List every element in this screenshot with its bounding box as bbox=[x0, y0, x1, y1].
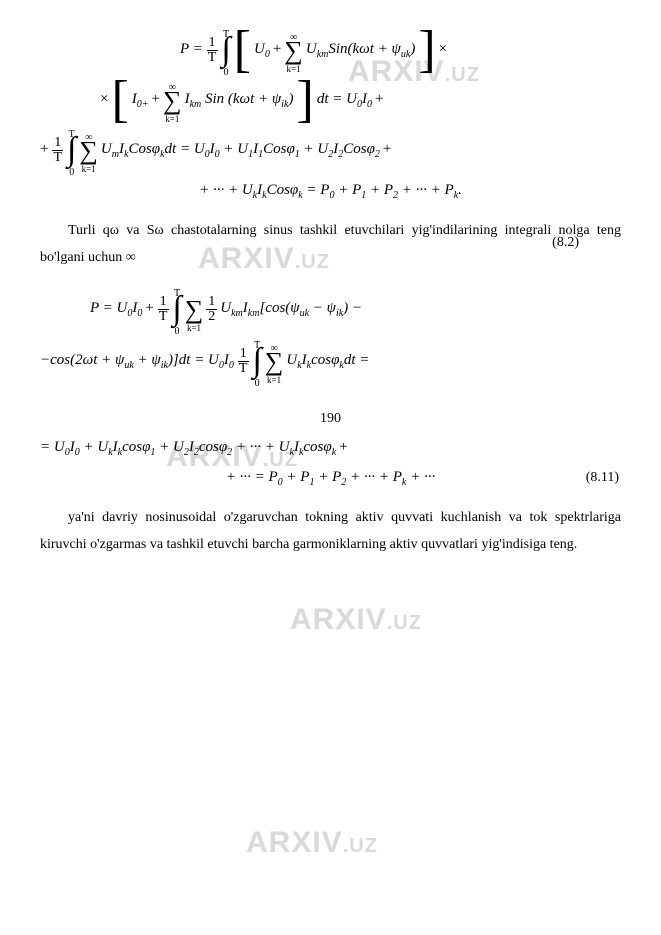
equation-b-row4: + ··· = P0 + P1 + P2 + ··· + Pk + ··· (8… bbox=[40, 465, 621, 491]
sum-icon: ∞ ∑ k=1 bbox=[163, 79, 182, 122]
sum-lower: k=1 bbox=[165, 112, 179, 122]
int-symbol: ∫ bbox=[221, 36, 230, 64]
frac-num: 1 bbox=[52, 136, 63, 151]
frac-den: T bbox=[157, 310, 170, 324]
eq-text: + bbox=[152, 87, 160, 113]
eq-text: UkmIkm[cos(ψuk − ψik) − bbox=[220, 296, 362, 322]
frac-num: 1 bbox=[238, 347, 249, 362]
int-lower: 0 bbox=[223, 64, 228, 74]
equation-number-b: (8.11) bbox=[586, 466, 619, 490]
watermark: ARXIV.UZ bbox=[290, 603, 422, 637]
bracket-left-icon: [ bbox=[234, 28, 251, 72]
eq-text: I0+ bbox=[132, 87, 149, 113]
bracket-right-icon: ] bbox=[296, 78, 313, 122]
bracket-left-icon: [ bbox=[111, 78, 128, 122]
sum-symbol: ∑ bbox=[185, 299, 204, 321]
paragraph-2: ya'ni davriy nosinusoidal o'zgaruvchan t… bbox=[40, 505, 621, 558]
eq-text: = U0I0 + UkIkcosφ1 + U2I2cosφ2 + ··· + U… bbox=[40, 435, 336, 461]
equation-b-row1: P = U0I0 + 1 T T ∫ 0 ∑ k=1 1 2 UkmIkm[co… bbox=[40, 285, 621, 333]
sum-lower: k=1 bbox=[187, 321, 201, 331]
paragraph-1: Turli qω va Sω chastotalarning sinus tas… bbox=[40, 218, 621, 271]
sum-icon: ∞ ∑ k=1 bbox=[265, 340, 284, 383]
sum-lower: k=1 bbox=[267, 373, 281, 383]
eq-text: + bbox=[339, 435, 347, 461]
eq-text: + ··· + UkIkCosφk = P0 + P1 + P2 + ··· +… bbox=[199, 178, 462, 204]
eq-text: + bbox=[40, 137, 48, 163]
bracket-right-icon: ] bbox=[418, 28, 435, 72]
watermark: ARXIV.UZ bbox=[246, 826, 378, 860]
equation-a-row3: + 1 T T ∫ 0 ∞ ∑ k=1 UmIkCosφkdt = U0I0 +… bbox=[40, 126, 621, 174]
sum-icon: ∞ ∑ k=1 bbox=[284, 29, 303, 72]
equation-a-row1: P = 1 T T ∫ 0 [ U0 + ∞ ∑ k=1 UkmSin(kωt … bbox=[40, 26, 621, 74]
eq-text: U0 bbox=[254, 37, 270, 63]
equation-b-row3: = U0I0 + UkIkcosφ1 + U2I2cosφ2 + ··· + U… bbox=[40, 435, 621, 461]
eq-text: UkIkcosφkdt = bbox=[286, 348, 369, 374]
watermark-suffix: .UZ bbox=[387, 612, 422, 634]
watermark-main: ARXIV bbox=[290, 603, 387, 636]
equation-block-a: P = 1 T T ∫ 0 [ U0 + ∞ ∑ k=1 UkmSin(kωt … bbox=[40, 26, 621, 204]
sum-symbol: ∑ bbox=[79, 140, 98, 162]
sum-symbol: ∑ bbox=[265, 351, 284, 373]
fraction: 1 T bbox=[206, 36, 219, 65]
sum-symbol: ∑ bbox=[284, 40, 303, 62]
watermark-main: ARXIV bbox=[246, 826, 343, 859]
integral-icon: T ∫ 0 bbox=[67, 126, 76, 174]
fraction-half: 1 2 bbox=[206, 295, 217, 324]
frac-num: 1 bbox=[207, 36, 218, 51]
int-symbol: ∫ bbox=[172, 295, 181, 323]
eq-text: P = U0I0 bbox=[90, 296, 142, 322]
eq-text: + bbox=[145, 296, 153, 322]
eq-text: + bbox=[273, 37, 281, 63]
frac-num: 1 bbox=[158, 295, 169, 310]
watermark-suffix: .UZ bbox=[343, 835, 378, 857]
integral-icon: T ∫ 0 bbox=[252, 337, 261, 385]
frac-den: T bbox=[206, 51, 219, 65]
fraction: 1 T bbox=[51, 136, 64, 165]
eq-text: dt = U0I0 bbox=[317, 87, 372, 113]
eq-text: + bbox=[375, 87, 383, 113]
fraction: 1 T bbox=[237, 347, 250, 376]
frac-den: 2 bbox=[206, 310, 217, 324]
equation-block-b: P = U0I0 + 1 T T ∫ 0 ∑ k=1 1 2 UkmIkm[co… bbox=[40, 285, 621, 491]
eq-text: UkmSin(kωt + ψuk) bbox=[306, 37, 416, 63]
page-number: 190 bbox=[40, 407, 621, 431]
eq-text: + bbox=[383, 137, 391, 163]
sum-icon: ∞ ∑ k=1 bbox=[79, 129, 98, 172]
eq-text: Ikm Sin (kωt + ψik) bbox=[185, 87, 294, 113]
sum-symbol: ∑ bbox=[163, 90, 182, 112]
sum-icon: ∑ k=1 bbox=[185, 288, 204, 331]
equation-a-row4: + ··· + UkIkCosφk = P0 + P1 + P2 + ··· +… bbox=[40, 178, 621, 204]
int-lower: 0 bbox=[255, 375, 260, 385]
equation-a-row2: × [ I0+ + ∞ ∑ k=1 Ikm Sin (kωt + ψik) ] … bbox=[40, 78, 621, 122]
integral-icon: T ∫ 0 bbox=[172, 285, 181, 333]
frac-num: 1 bbox=[206, 295, 217, 310]
frac-den: T bbox=[237, 362, 250, 376]
int-lower: 0 bbox=[69, 164, 74, 174]
integral-icon: T ∫ 0 bbox=[221, 26, 230, 74]
int-lower: 0 bbox=[175, 323, 180, 333]
int-symbol: ∫ bbox=[67, 136, 76, 164]
eq-text: UmIkCosφkdt = U0I0 + U1I1Cosφ1 + U2I2Cos… bbox=[101, 137, 380, 163]
equation-b-row2: −cos(2ωt + ψuk + ψik)]dt = U0I0 1 T T ∫ … bbox=[40, 337, 621, 385]
eq-text: + ··· = P0 + P1 + P2 + ··· + Pk + ··· bbox=[226, 465, 436, 491]
eq-text: × bbox=[100, 87, 108, 113]
sum-lower: k=1 bbox=[287, 62, 301, 72]
frac-den: T bbox=[51, 151, 64, 165]
fraction: 1 T bbox=[157, 295, 170, 324]
equation-number-a: (8.2) bbox=[524, 230, 579, 257]
eq-text: −cos(2ωt + ψuk + ψik)]dt = U0I0 bbox=[40, 348, 234, 374]
eq-text: P = bbox=[180, 37, 203, 63]
eq-text: × bbox=[439, 37, 447, 63]
int-symbol: ∫ bbox=[252, 347, 261, 375]
page: ARXIV.UZ ARXIV.UZ ARXIV.UZ ARXIV.UZ ARXI… bbox=[0, 0, 661, 935]
sum-lower: k=1 bbox=[82, 162, 96, 172]
